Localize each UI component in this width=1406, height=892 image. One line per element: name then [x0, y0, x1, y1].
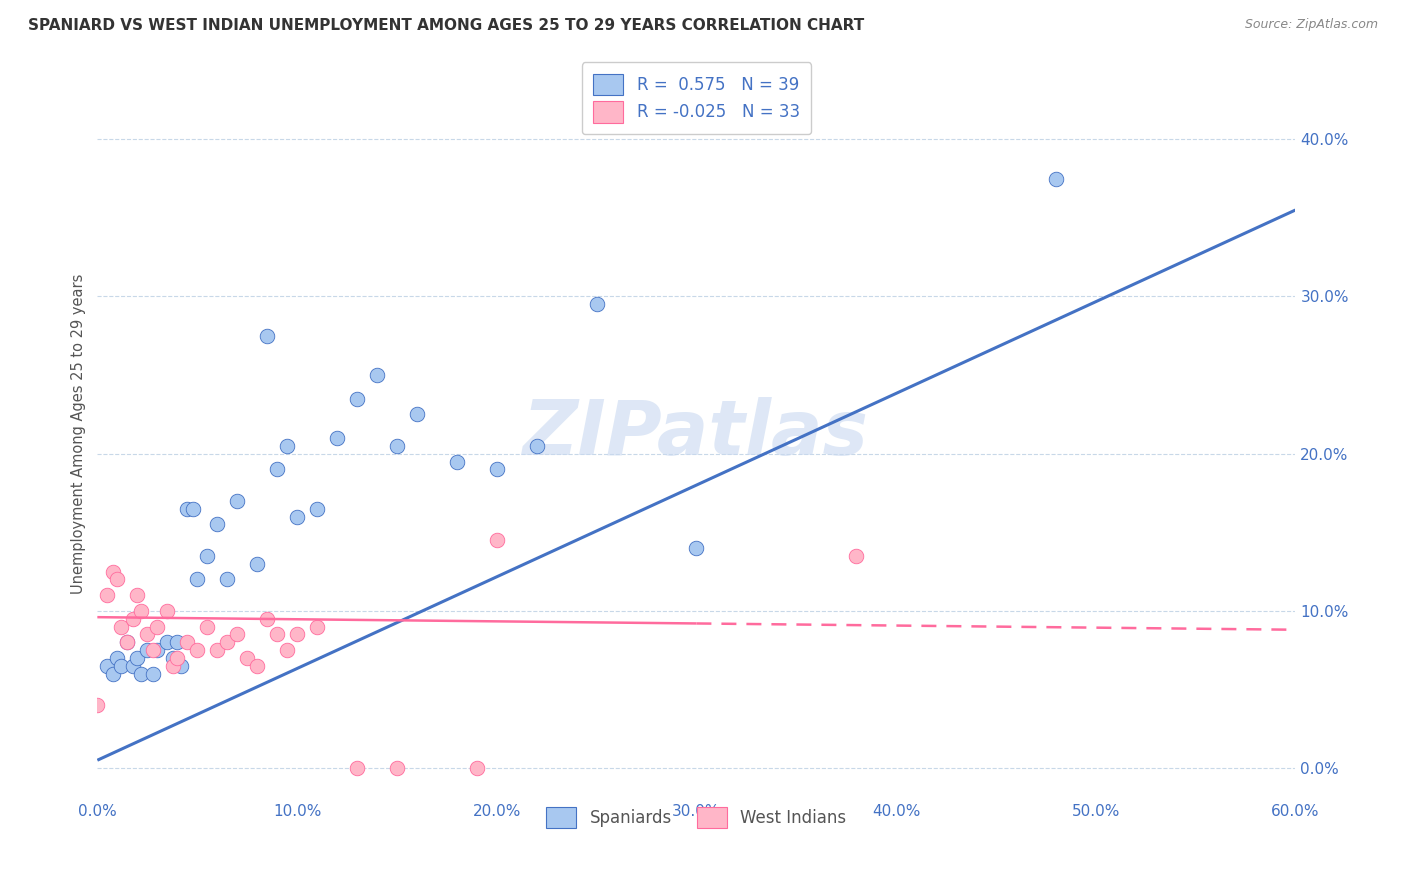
Point	[465, 761, 488, 775]
Point	[385, 439, 408, 453]
Point	[217, 573, 239, 587]
Point	[195, 549, 218, 563]
Text: SPANIARD VS WEST INDIAN UNEMPLOYMENT AMONG AGES 25 TO 29 YEARS CORRELATION CHART: SPANIARD VS WEST INDIAN UNEMPLOYMENT AMO…	[28, 18, 865, 33]
Legend: Spaniards, West Indians: Spaniards, West Indians	[540, 800, 853, 835]
Point	[96, 588, 118, 602]
Point	[103, 666, 125, 681]
Point	[246, 659, 269, 673]
Point	[186, 573, 208, 587]
Point	[186, 643, 208, 657]
Point	[110, 619, 132, 633]
Point	[256, 328, 278, 343]
Point	[485, 533, 508, 548]
Point	[366, 368, 388, 382]
Y-axis label: Unemployment Among Ages 25 to 29 years: Unemployment Among Ages 25 to 29 years	[72, 274, 86, 594]
Point	[176, 501, 198, 516]
Point	[166, 635, 188, 649]
Point	[266, 627, 288, 641]
Point	[446, 454, 468, 468]
Point	[162, 651, 184, 665]
Point	[845, 549, 868, 563]
Point	[246, 557, 269, 571]
Point	[127, 651, 149, 665]
Point	[127, 588, 149, 602]
Point	[129, 666, 152, 681]
Point	[156, 635, 179, 649]
Point	[305, 619, 328, 633]
Point	[276, 439, 298, 453]
Point	[166, 651, 188, 665]
Point	[103, 565, 125, 579]
Point	[285, 627, 308, 641]
Point	[110, 659, 132, 673]
Point	[226, 627, 249, 641]
Point	[1045, 171, 1067, 186]
Point	[346, 761, 368, 775]
Point	[195, 619, 218, 633]
Point	[142, 643, 165, 657]
Point	[385, 761, 408, 775]
Point	[146, 643, 169, 657]
Point	[129, 604, 152, 618]
Point	[181, 501, 204, 516]
Point	[86, 698, 108, 713]
Point	[326, 431, 349, 445]
Point	[122, 659, 145, 673]
Point	[236, 651, 259, 665]
Point	[156, 604, 179, 618]
Point	[256, 612, 278, 626]
Text: Source: ZipAtlas.com: Source: ZipAtlas.com	[1244, 18, 1378, 31]
Point	[485, 462, 508, 476]
Point	[105, 573, 128, 587]
Point	[117, 635, 139, 649]
Point	[136, 643, 159, 657]
Point	[346, 392, 368, 406]
Point	[405, 408, 427, 422]
Point	[176, 635, 198, 649]
Point	[266, 462, 288, 476]
Point	[205, 517, 228, 532]
Point	[162, 659, 184, 673]
Point	[136, 627, 159, 641]
Point	[146, 619, 169, 633]
Point	[685, 541, 707, 555]
Point	[142, 666, 165, 681]
Point	[122, 612, 145, 626]
Point	[585, 297, 607, 311]
Point	[170, 659, 193, 673]
Point	[96, 659, 118, 673]
Point	[305, 501, 328, 516]
Text: ZIPatlas: ZIPatlas	[523, 397, 869, 471]
Point	[226, 493, 249, 508]
Point	[285, 509, 308, 524]
Point	[276, 643, 298, 657]
Point	[217, 635, 239, 649]
Point	[117, 635, 139, 649]
Point	[105, 651, 128, 665]
Point	[526, 439, 548, 453]
Point	[205, 643, 228, 657]
